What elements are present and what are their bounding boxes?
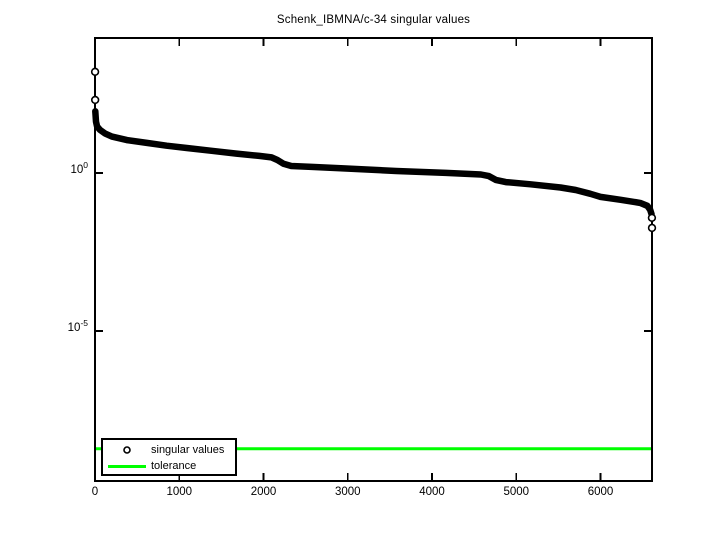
- singular-value-marker: [647, 213, 657, 222]
- circle-marker-icon: [107, 444, 147, 456]
- x-tick-label: 2000: [250, 486, 277, 498]
- legend-label-tolerance: tolerance: [151, 460, 197, 472]
- x-tick-label: 3000: [334, 486, 361, 498]
- x-tick-label: 5000: [503, 486, 530, 498]
- legend-label-singular-values: singular values: [151, 444, 225, 456]
- x-tick-label: 4000: [419, 486, 445, 498]
- x-tick-label: 1000: [166, 486, 193, 498]
- y-tick-label: 100: [70, 159, 88, 176]
- x-tick-label: 0: [91, 486, 99, 498]
- x-tick-label: 6000: [587, 486, 614, 498]
- plot-title: Schenk_IBMNA/c-34 singular values: [276, 14, 471, 26]
- legend-item-tolerance: tolerance: [103, 458, 235, 474]
- singular-value-marker: [647, 223, 657, 233]
- legend-item-singular-values: singular values: [103, 442, 235, 458]
- axes-box: [94, 37, 653, 482]
- singular-values-band: [92, 108, 655, 218]
- legend: singular values tolerance: [101, 438, 237, 476]
- tolerance-line-swatch: [107, 464, 147, 468]
- y-tick-label: 10-5: [67, 317, 88, 334]
- singular-value-marker: [90, 95, 100, 105]
- singular-value-marker: [90, 67, 100, 77]
